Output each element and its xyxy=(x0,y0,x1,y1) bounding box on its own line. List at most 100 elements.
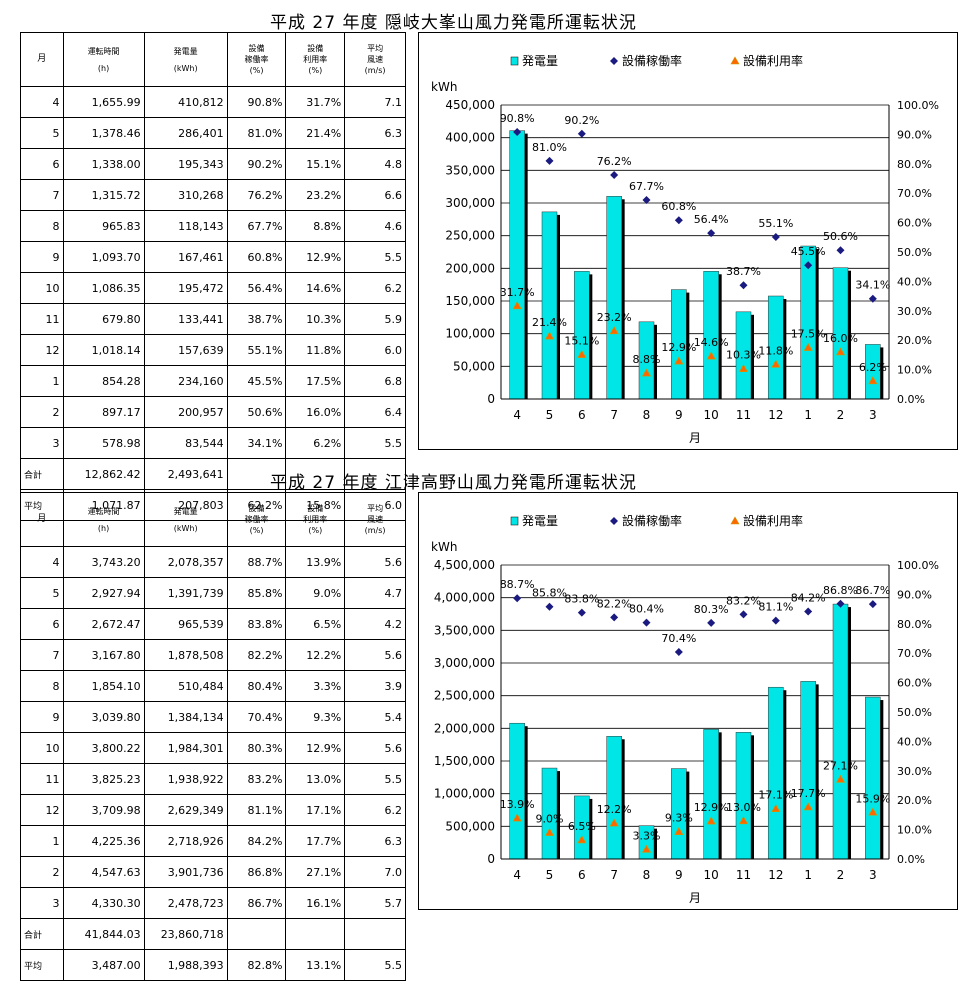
cell-avail: 76.2% xyxy=(226,179,287,211)
table-row: 12 1,018.14 157,639 55.1% 11.8% 6.0 xyxy=(20,334,406,366)
cell-month: 12 xyxy=(20,334,64,366)
cell-util: 15.1% xyxy=(285,148,346,180)
cell-util: 6.5% xyxy=(285,608,346,640)
availability-marker xyxy=(804,261,813,270)
header-text: 設備 xyxy=(248,44,265,53)
utilization-label: 9.3% xyxy=(665,812,693,825)
y-tick-label: 500,000 xyxy=(445,819,495,833)
header-text: 設備 xyxy=(307,44,324,53)
availability-marker xyxy=(610,170,619,179)
cell-month: 8 xyxy=(20,210,64,242)
y2-tick-label: 80.0% xyxy=(897,618,932,631)
availability-label: 70.4% xyxy=(661,632,696,645)
cell-util: 31.7% xyxy=(285,86,346,118)
legend: 発電量 設備稼働率 設備利用率 xyxy=(510,513,803,528)
cell-wind: 5.6 xyxy=(344,732,406,764)
cell-hours: 2,927.94 xyxy=(62,577,145,609)
y2-tick-label: 60.0% xyxy=(897,217,932,230)
x-tick-label: 6 xyxy=(578,408,586,422)
cell-label: 平均 xyxy=(20,949,64,981)
y-tick-label: 200,000 xyxy=(445,261,495,275)
cell-energy: 965,539 xyxy=(143,608,228,640)
cell-avail: 85.8% xyxy=(226,577,287,609)
utilization-label: 17.7% xyxy=(791,787,826,800)
cell-month: 2 xyxy=(20,396,64,428)
availability-marker xyxy=(707,618,716,627)
availability-label: 84.2% xyxy=(791,591,826,604)
cell-energy: 157,639 xyxy=(143,334,228,366)
availability-label: 56.4% xyxy=(694,213,729,226)
availability-label: 55.1% xyxy=(758,217,793,230)
y2-tick-label: 50.0% xyxy=(897,246,932,259)
utilization-marker xyxy=(706,351,716,360)
header-month: 月 xyxy=(20,492,64,547)
y-axis-unit: kWh xyxy=(431,80,457,94)
y2-tick-label: 50.0% xyxy=(897,706,932,719)
chart: 発電量 設備稼働率 設備利用率 kWh 0 500,000 1,000,000 1,500,0… xyxy=(431,513,939,905)
y2-tick-label: 0.0% xyxy=(897,853,925,866)
availability-label: 88.7% xyxy=(500,578,535,591)
availability-marker xyxy=(577,129,586,138)
cell-avail: 70.4% xyxy=(226,701,287,733)
utilization-marker xyxy=(706,816,716,825)
cell-hours: 3,709.98 xyxy=(62,794,145,826)
cell-wind: 7.1 xyxy=(344,86,406,118)
y2-tick-label: 90.0% xyxy=(897,588,932,601)
availability-label: 80.4% xyxy=(629,603,664,616)
cell-wind: 5.6 xyxy=(344,546,406,578)
cell-energy: 195,343 xyxy=(143,148,228,180)
utilization-marker xyxy=(544,827,555,836)
cell-wind: 5.5 xyxy=(344,949,406,981)
cell-wind: 4.6 xyxy=(344,210,406,242)
x-tick-label: 1 xyxy=(804,408,812,422)
cell-hours: 4,225.36 xyxy=(62,825,145,857)
utilization-marker xyxy=(641,844,652,853)
cell-wind: 5.5 xyxy=(344,427,406,459)
utilization-marker xyxy=(738,364,749,373)
cell-util: 12.9% xyxy=(285,241,346,273)
bar xyxy=(768,686,784,860)
header-text: 平均 xyxy=(367,504,384,513)
utilization-label: 23.2% xyxy=(597,311,632,324)
cell-energy: 1,938,922 xyxy=(143,763,228,795)
cell-avail: 82.8% xyxy=(226,949,287,981)
cell-util: 10.3% xyxy=(285,303,346,335)
cell-hours: 1,655.99 xyxy=(62,86,145,118)
availability-marker xyxy=(513,594,522,603)
table-row: 5 2,927.94 1,391,739 85.8% 9.0% 4.7 xyxy=(20,577,406,609)
availability-label: 81.1% xyxy=(758,601,793,614)
utilization-marker xyxy=(803,342,813,351)
table-row-average: 平均 3,487.00 1,988,393 82.8% 13.1% 5.5 xyxy=(20,949,406,981)
utilization-label: 6.2% xyxy=(859,361,887,374)
header-text: (m/s) xyxy=(364,526,386,535)
cell-energy: 310,268 xyxy=(143,179,228,211)
availability-marker xyxy=(610,613,619,622)
utilization-label: 13.9% xyxy=(500,798,535,811)
bar xyxy=(509,130,525,400)
cell-avail: 55.1% xyxy=(226,334,287,366)
cell-wind: 5.5 xyxy=(344,241,406,273)
y-tick-label: 350,000 xyxy=(445,163,495,177)
table-row: 3 4,330.30 2,478,723 86.7% 16.1% 5.7 xyxy=(20,887,406,919)
header-text: (%) xyxy=(249,66,264,75)
y-tick-label: 1,500,000 xyxy=(434,754,495,768)
y2-tick-label: 80.0% xyxy=(897,158,932,171)
x-tick-label: 5 xyxy=(546,868,554,882)
cell-hours: 1,018.14 xyxy=(62,334,145,366)
header-text: (h) xyxy=(97,523,110,533)
y-tick-label: 0 xyxy=(487,852,495,866)
table-row: 7 3,167.80 1,878,508 82.2% 12.2% 5.6 xyxy=(20,639,406,671)
cell-hours: 4,330.30 xyxy=(62,887,145,919)
cell-hours: 1,093.70 xyxy=(62,241,145,273)
cell-hours: 3,800.22 xyxy=(62,732,145,764)
y-tick-label: 400,000 xyxy=(445,131,495,145)
utilization-label: 12.9% xyxy=(661,341,696,354)
y-axis-unit: kWh xyxy=(431,540,457,554)
header-text: 設備 xyxy=(248,504,265,513)
header-avail: 設備 稼働率 (%) xyxy=(226,492,287,547)
table-row-total: 合計 12,862.42 2,493,641 xyxy=(20,458,406,490)
x-tick-label: 10 xyxy=(704,408,719,422)
cell-avail: 81.1% xyxy=(226,794,287,826)
table-row: 2 4,547.63 3,901,736 86.8% 27.1% 7.0 xyxy=(20,856,406,888)
cell-util: 14.6% xyxy=(285,272,346,304)
